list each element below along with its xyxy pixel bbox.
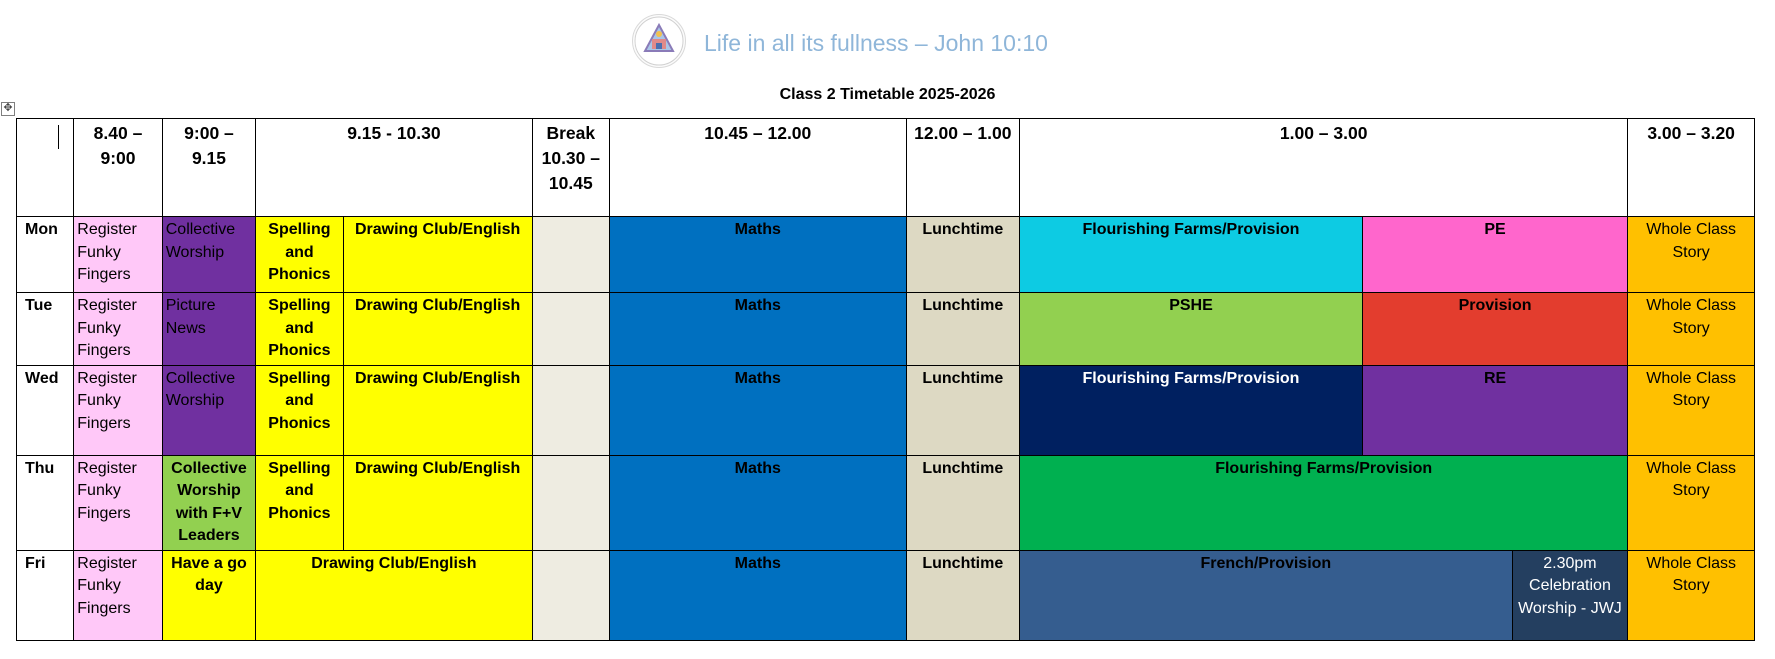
header-row: 8.40 – 9:00 9:00 – 9.15 9.15 - 10.30 Bre…	[15, 118, 1755, 217]
day-label: Tue	[15, 292, 75, 366]
story-cell: Whole Class Story	[1627, 454, 1755, 551]
english-cell: Drawing Club/English	[342, 292, 533, 366]
worship-cell: Collective Worship	[161, 364, 257, 456]
story-cell: Whole Class Story	[1627, 549, 1755, 641]
time-header: 12.00 – 1.00	[905, 118, 1021, 217]
table-row: Mon Register Funky Fingers Collective Wo…	[15, 216, 1755, 293]
story-cell: Whole Class Story	[1627, 292, 1755, 366]
maths-cell: Maths	[609, 216, 907, 293]
time-header: 3.00 – 3.20	[1627, 118, 1755, 217]
time-header: 1.00 – 3.00	[1019, 118, 1629, 217]
table-row: Thu Register Funky Fingers Collective Wo…	[15, 454, 1755, 551]
provision-cell: Provision	[1361, 292, 1629, 366]
break-cell	[531, 549, 611, 641]
pe-cell: PE	[1361, 216, 1629, 293]
corner-cell	[15, 118, 75, 217]
table-row: Wed Register Funky Fingers Collective Wo…	[15, 364, 1755, 456]
french-cell: French/Provision	[1019, 549, 1513, 641]
re-cell: RE	[1361, 364, 1629, 456]
pshe-cell: PSHE	[1019, 292, 1363, 366]
celebration-cell: 2.30pm Celebration Worship - JWJ	[1511, 549, 1629, 641]
story-cell: Whole Class Story	[1627, 364, 1755, 456]
time-header: 9:00 – 9.15	[161, 118, 257, 217]
worship-leaders-cell: Collective Worship with F+V Leaders	[161, 454, 257, 551]
time-header: 10.45 – 12.00	[609, 118, 907, 217]
spelling-cell: Spelling and Phonics	[255, 364, 344, 456]
day-label: Mon	[15, 216, 75, 293]
register-cell: Register Funky Fingers	[73, 216, 163, 293]
afternoon-cell: Flourishing Farms/Provision	[1019, 364, 1363, 456]
table-row: Fri Register Funky Fingers Have a go day…	[15, 549, 1755, 641]
picture-news-cell: Picture News	[161, 292, 257, 366]
break-cell	[531, 454, 611, 551]
timetable: 8.40 – 9:00 9:00 – 9.15 9.15 - 10.30 Bre…	[15, 118, 1755, 641]
day-label: Thu	[15, 454, 75, 551]
page-header: Life in all its fullness – John 10:10	[0, 12, 1775, 68]
maths-cell: Maths	[609, 364, 907, 456]
break-cell	[531, 216, 611, 293]
maths-cell: Maths	[609, 292, 907, 366]
afternoon-cell: Flourishing Farms/Provision	[1019, 454, 1629, 551]
lunch-cell: Lunchtime	[905, 454, 1021, 551]
time-header: 9.15 - 10.30	[255, 118, 533, 217]
lunch-cell: Lunchtime	[905, 292, 1021, 366]
lunch-cell: Lunchtime	[905, 216, 1021, 293]
worship-cell: Collective Worship	[161, 216, 257, 293]
lunch-cell: Lunchtime	[905, 364, 1021, 456]
have-a-go-cell: Have a go day	[161, 549, 257, 641]
register-cell: Register Funky Fingers	[73, 292, 163, 366]
lunch-cell: Lunchtime	[905, 549, 1021, 641]
english-cell: Drawing Club/English	[255, 549, 533, 641]
spelling-cell: Spelling and Phonics	[255, 454, 344, 551]
spelling-cell: Spelling and Phonics	[255, 292, 344, 366]
spelling-cell: Spelling and Phonics	[255, 216, 344, 293]
school-logo-icon	[632, 14, 686, 68]
english-cell: Drawing Club/English	[342, 364, 533, 456]
time-header: 8.40 – 9:00	[73, 118, 163, 217]
text-cursor	[58, 125, 60, 149]
timetable-title: Class 2 Timetable 2025-2026	[779, 86, 996, 103]
time-header: Break 10.30 – 10.45	[531, 118, 611, 217]
register-cell: Register Funky Fingers	[73, 364, 163, 456]
english-cell: Drawing Club/English	[342, 216, 533, 293]
day-label: Wed	[15, 364, 75, 456]
maths-cell: Maths	[609, 454, 907, 551]
afternoon-cell: Flourishing Farms/Provision	[1019, 216, 1363, 293]
table-row: Tue Register Funky Fingers Picture News …	[15, 292, 1755, 366]
school-motto: Life in all its fullness – John 10:10	[704, 30, 1048, 56]
break-cell	[531, 364, 611, 456]
break-cell	[531, 292, 611, 366]
register-cell: Register Funky Fingers	[73, 454, 163, 551]
english-cell: Drawing Club/English	[342, 454, 533, 551]
register-cell: Register Funky Fingers	[73, 549, 163, 641]
story-cell: Whole Class Story	[1627, 216, 1755, 293]
maths-cell: Maths	[609, 549, 907, 641]
table-move-handle-icon[interactable]: ✥	[1, 102, 15, 116]
day-label: Fri	[15, 549, 75, 641]
